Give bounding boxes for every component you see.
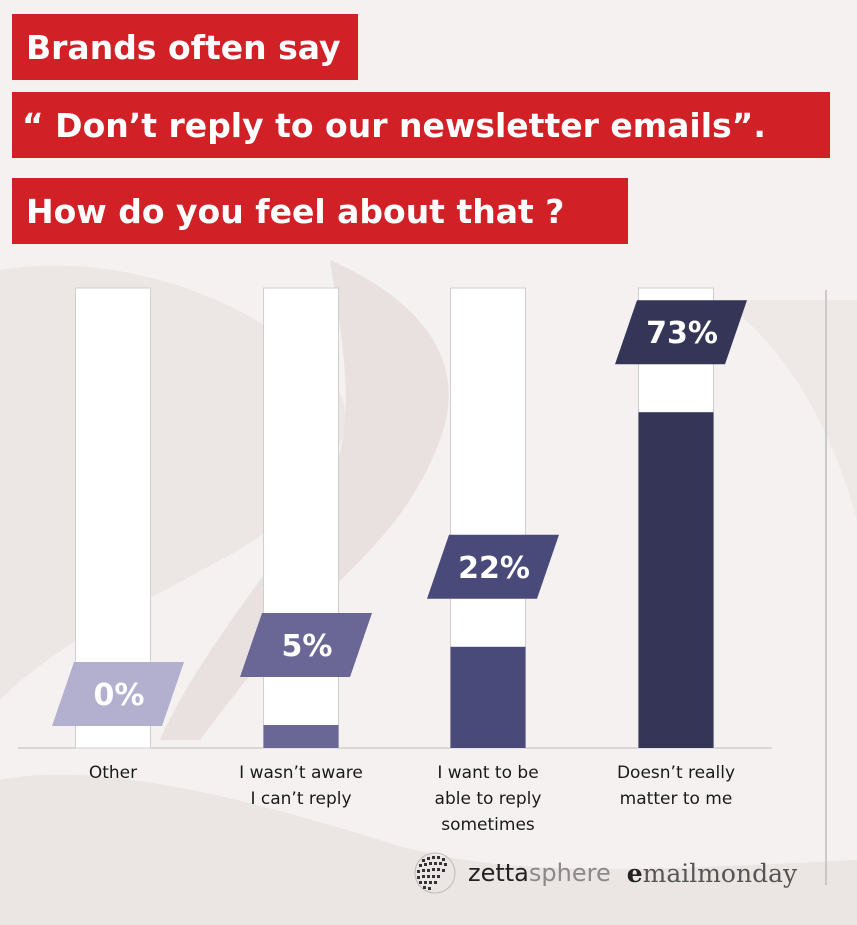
value-label-bg-2: [427, 534, 559, 599]
value-label-bg-0: [52, 662, 184, 726]
value-label-0: 0%: [94, 678, 145, 713]
value-label-2: 22%: [458, 551, 530, 586]
category-label-0: Other: [88, 763, 138, 783]
emailmonday-logo-strong: e: [626, 858, 643, 888]
bar-1: [263, 725, 339, 748]
emailmonday-logo-text: emailmonday: [627, 859, 797, 888]
title-line-1: Brands often say: [12, 14, 358, 80]
value-label-1: 5%: [282, 629, 333, 664]
category-label-1: I wasn’t aware I can’t reply: [239, 763, 363, 809]
footer-logos: zettasphere emailmonday: [412, 848, 797, 898]
value-label-3: 73%: [646, 316, 718, 351]
title-line-2: “ Don’t reply to our newsletter emails”.: [12, 92, 830, 158]
value-label-bg-3: [615, 300, 747, 365]
title-line-1-text: Brands often say: [26, 27, 341, 67]
emailmonday-logo-rest: mailmonday: [642, 858, 798, 888]
category-label-2: I want to be able to reply sometimes: [434, 763, 542, 835]
title-line-3-text: How do you feel about that ?: [26, 191, 565, 231]
bar-track-1: [263, 287, 339, 749]
bar-3: [638, 412, 714, 748]
title-line-3: How do you feel about that ?: [12, 178, 628, 244]
category-label-3: Doesn’t really matter to me: [616, 763, 736, 809]
bar-2: [450, 646, 526, 748]
value-label-bg-1: [240, 613, 372, 677]
zettasphere-logo-strong: zetta: [468, 859, 529, 887]
zettasphere-logo-text: zettasphere: [468, 859, 611, 887]
zettasphere-globe-icon: [414, 852, 456, 894]
zettasphere-logo-light: sphere: [528, 859, 611, 887]
title-line-2-text: “ Don’t reply to our newsletter emails”.: [22, 105, 766, 145]
